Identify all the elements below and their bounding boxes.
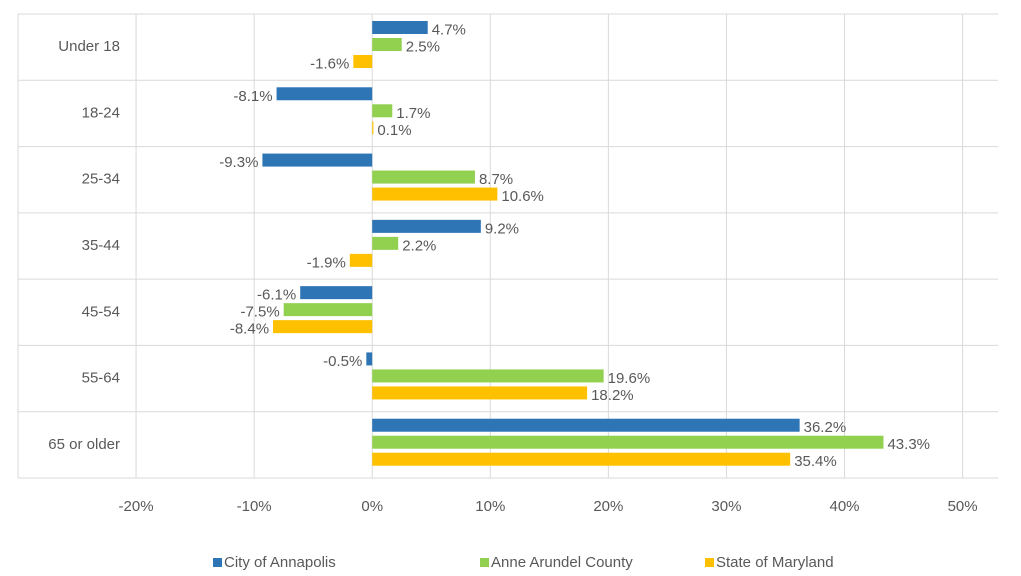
- bar: [372, 236, 399, 250]
- x-tick-label: 10%: [475, 498, 505, 515]
- bar: [300, 286, 373, 300]
- data-label: 8.7%: [479, 171, 513, 188]
- y-tick-label: 65 or older: [48, 436, 120, 453]
- y-tick-label: 45-54: [82, 303, 120, 320]
- data-label: -9.3%: [219, 154, 258, 171]
- bar: [372, 121, 374, 135]
- data-label: 4.7%: [432, 21, 466, 38]
- data-label: -6.1%: [257, 287, 296, 304]
- bar: [262, 153, 373, 167]
- data-label: 2.2%: [402, 237, 436, 254]
- bar: [349, 253, 373, 267]
- x-tick-label: 40%: [829, 498, 859, 515]
- data-label: 19.6%: [608, 370, 651, 387]
- bar: [372, 219, 481, 233]
- bar: [372, 170, 475, 184]
- data-label: 35.4%: [794, 453, 837, 470]
- bar: [372, 435, 884, 449]
- data-label: -0.5%: [323, 353, 362, 370]
- data-label: 43.3%: [887, 436, 930, 453]
- legend-label: City of Annapolis: [224, 554, 336, 571]
- data-label: -8.1%: [233, 88, 272, 105]
- bar: [372, 369, 604, 383]
- x-tick-label: -10%: [237, 498, 272, 515]
- bar: [276, 87, 373, 101]
- bar: [372, 104, 393, 118]
- x-tick-label: 50%: [948, 498, 978, 515]
- data-label: 2.5%: [406, 38, 440, 55]
- data-label: -1.6%: [310, 55, 349, 72]
- x-tick-label: 30%: [711, 498, 741, 515]
- bar: [372, 21, 428, 34]
- bar: [372, 418, 800, 432]
- legend-swatch: [705, 558, 714, 567]
- x-tick-label: 0%: [361, 498, 383, 515]
- x-tick-label: -20%: [119, 498, 154, 515]
- y-tick-label: 25-34: [82, 171, 120, 188]
- data-label: 10.6%: [501, 188, 544, 205]
- data-label: 9.2%: [485, 220, 519, 237]
- bar: [372, 386, 588, 400]
- legend-swatch: [480, 558, 489, 567]
- data-label: 36.2%: [804, 419, 847, 436]
- legend-label: State of Maryland: [716, 554, 834, 571]
- bar: [273, 320, 373, 334]
- legend-swatch: [213, 558, 222, 567]
- bar: [372, 452, 791, 466]
- y-tick-label: 35-44: [82, 237, 120, 254]
- bar: [372, 38, 402, 51]
- data-label: -8.4%: [230, 321, 269, 338]
- legend-label: Anne Arundel County: [491, 554, 633, 571]
- bar: [366, 352, 373, 366]
- y-tick-label: 55-64: [82, 370, 120, 387]
- y-tick-label: 18-24: [82, 104, 120, 121]
- data-label: 0.1%: [377, 122, 411, 139]
- x-tick-label: 20%: [593, 498, 623, 515]
- bar: [283, 303, 373, 317]
- data-label: 1.7%: [396, 105, 430, 122]
- bar: [372, 187, 498, 201]
- y-tick-label: Under 18: [58, 38, 120, 55]
- bar: [353, 55, 373, 68]
- data-label: -1.9%: [307, 254, 346, 271]
- data-label: 18.2%: [591, 387, 634, 404]
- data-label: -7.5%: [240, 304, 279, 321]
